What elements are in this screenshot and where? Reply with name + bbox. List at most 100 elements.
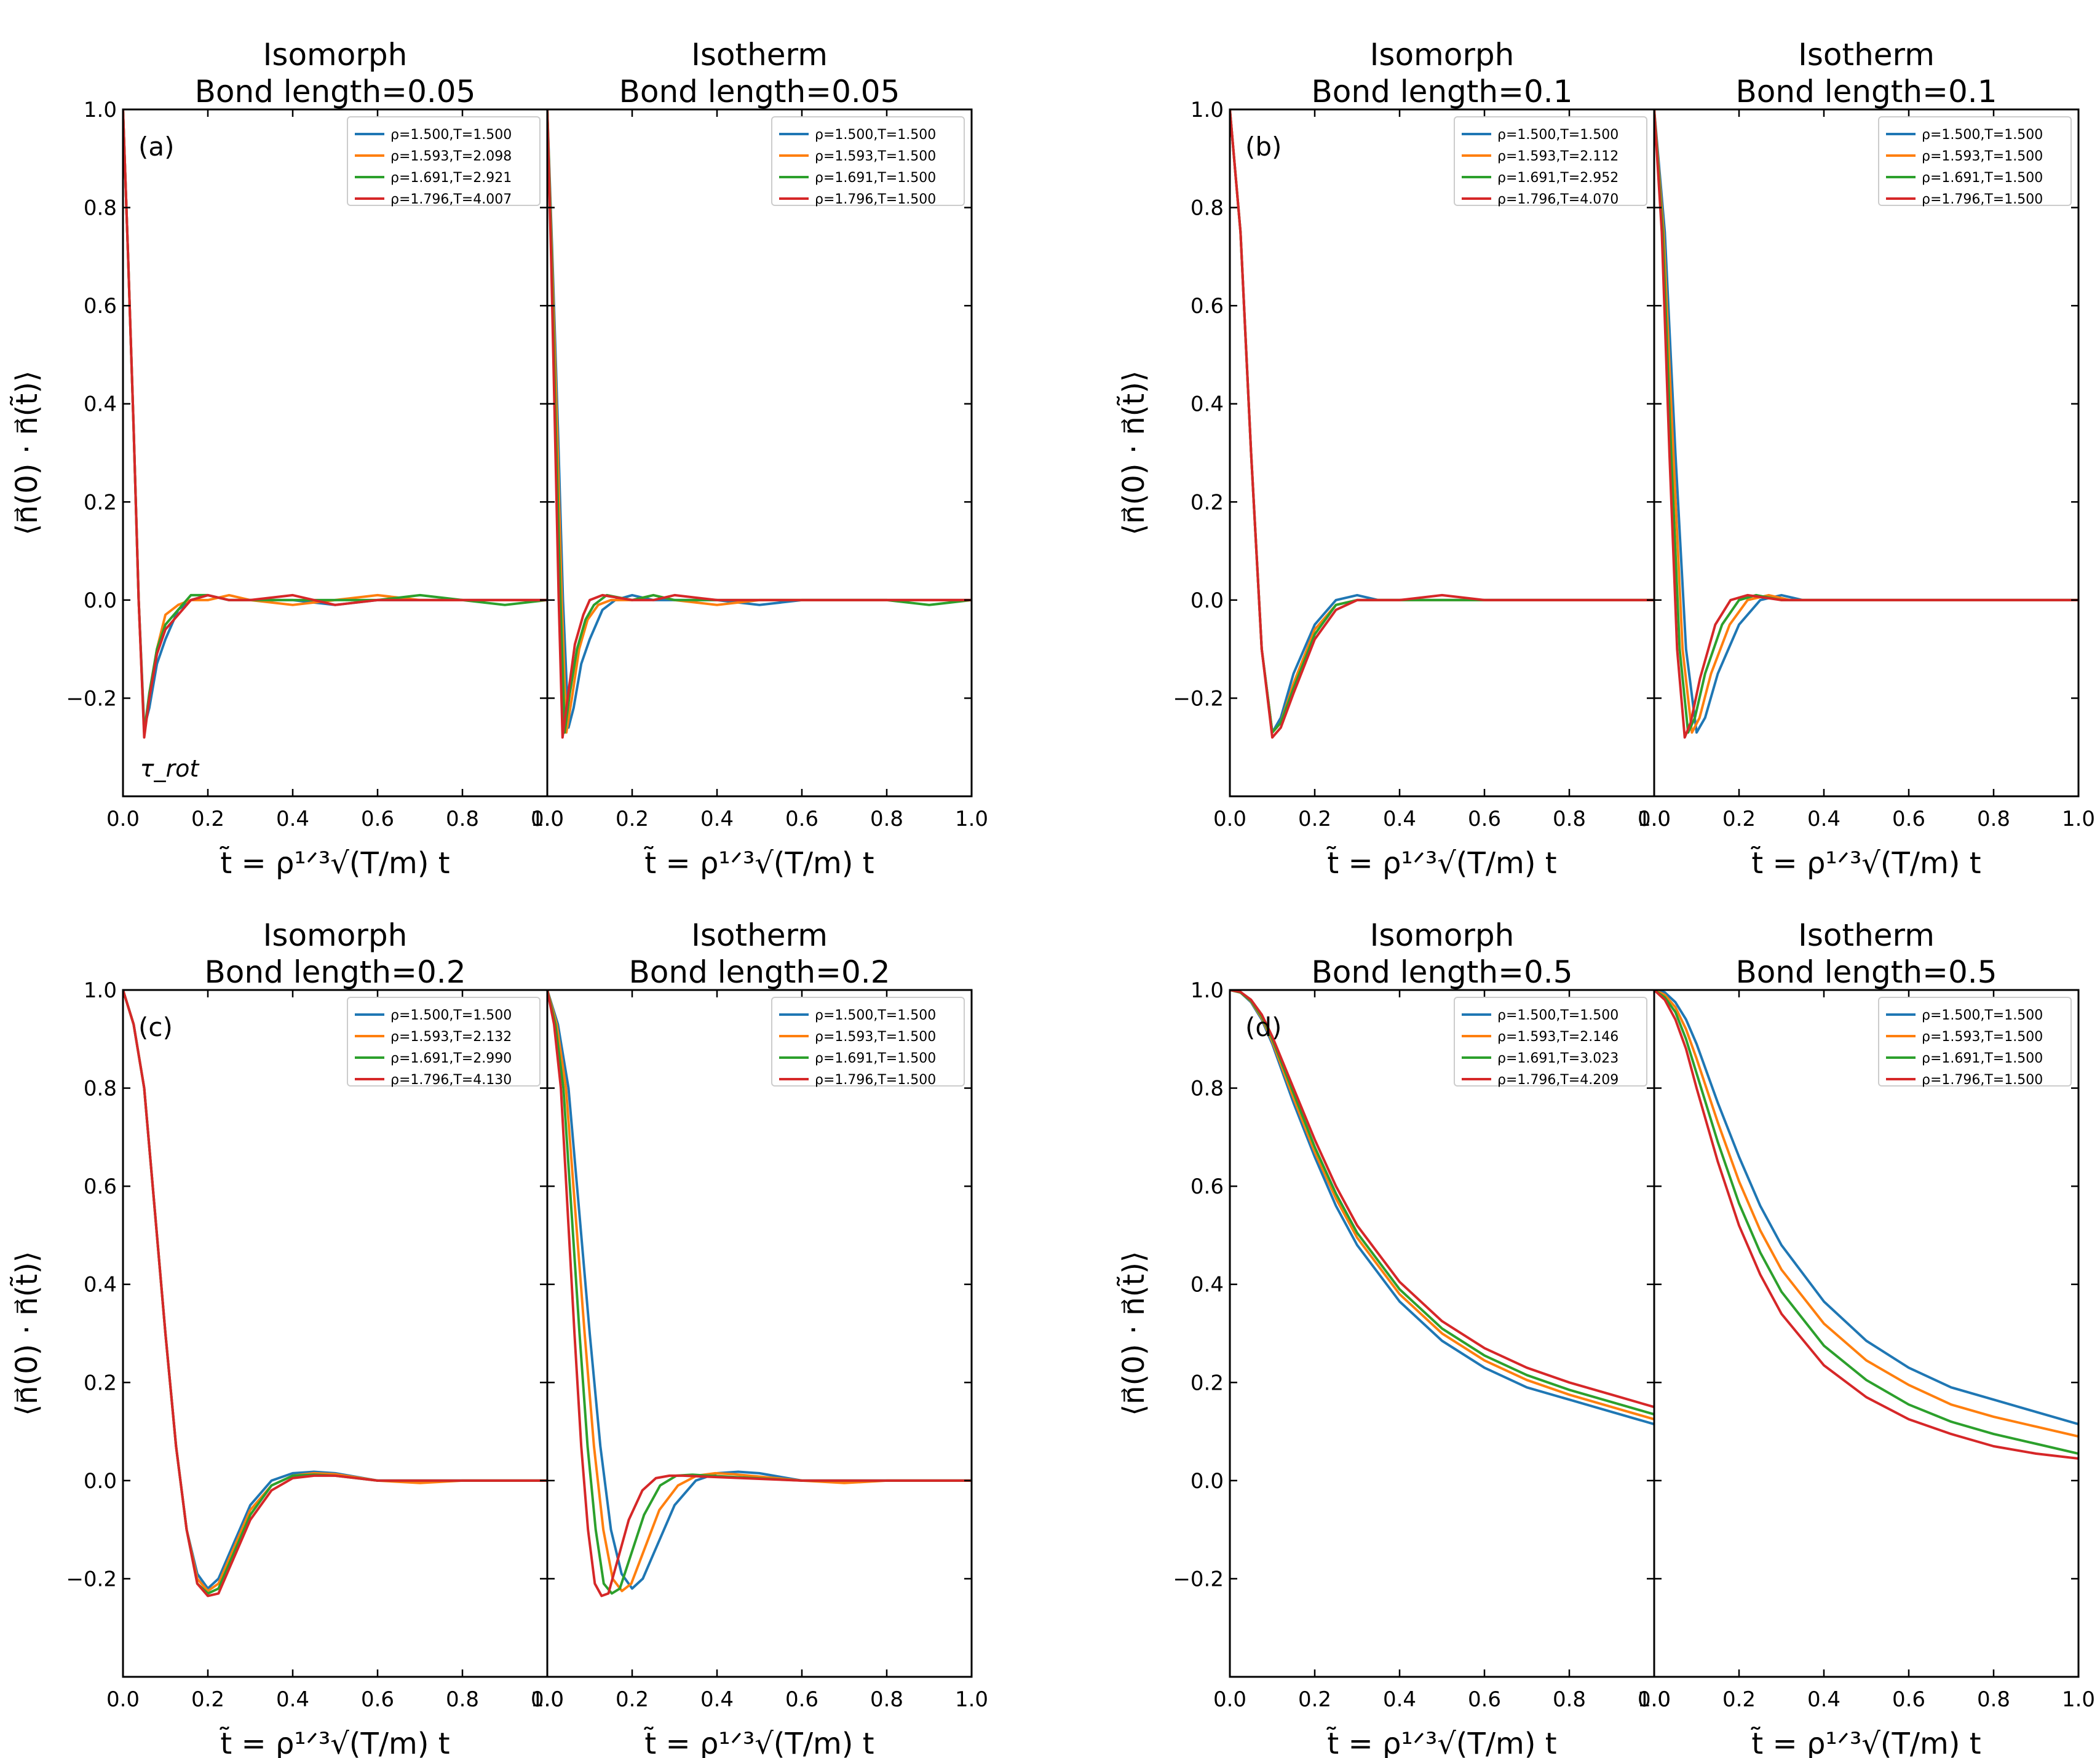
subplot-title: Isomorph xyxy=(1370,37,1515,73)
x-tick-label: 0.8 xyxy=(1977,807,2010,831)
x-tick-label: 0.0 xyxy=(1638,1687,1671,1712)
x-tick-label: 0.2 xyxy=(1722,1687,1756,1712)
subplot-title: Isotherm xyxy=(691,37,828,73)
x-axis-label: t̃ = ρ¹ᐟ³√(T/m) t xyxy=(1326,1726,1557,1758)
x-tick-label: 0.8 xyxy=(1553,1687,1586,1712)
legend-entry-3: ρ=1.691,T=1.500 xyxy=(1922,1051,2043,1066)
x-tick-label: 0.8 xyxy=(870,1687,903,1712)
x-tick-label: 0.8 xyxy=(1553,807,1586,831)
legend-entry-4: ρ=1.796,T=4.209 xyxy=(1497,1072,1619,1088)
x-tick-label: 0.8 xyxy=(870,807,903,831)
series-line-2 xyxy=(1654,990,2078,1438)
series-line-4 xyxy=(547,109,972,739)
y-axis-label: ⟨n⃗(0) · n⃗(t̃)⟩ xyxy=(1116,1251,1151,1416)
series-group xyxy=(547,990,972,1598)
x-tick-label: 0.6 xyxy=(1892,1687,1925,1712)
y-tick-label: 0.2 xyxy=(84,490,117,515)
series-line-4 xyxy=(123,109,547,739)
series-line-2 xyxy=(547,990,972,1593)
x-tick-label: 0.8 xyxy=(1977,1687,2010,1712)
x-tick-label: 0.4 xyxy=(1807,807,1840,831)
y-tick-label: 1.0 xyxy=(84,978,117,1003)
y-tick-label: 0.8 xyxy=(1191,1077,1224,1101)
y-tick-label: 0.6 xyxy=(84,1174,117,1199)
x-tick-label: 0.2 xyxy=(1298,807,1331,831)
panel-label: (c) xyxy=(138,1012,173,1042)
x-tick-label: 1.0 xyxy=(955,807,988,831)
legend-entry-4: ρ=1.796,T=4.007 xyxy=(390,192,512,207)
x-tick-label: 0.2 xyxy=(1722,807,1756,831)
series-group xyxy=(123,109,547,739)
y-tick-label: 0.8 xyxy=(84,196,117,221)
x-tick-label: 0.6 xyxy=(785,807,818,831)
legend-entry-2: ρ=1.593,T=1.500 xyxy=(1922,149,2043,164)
legend: ρ=1.500,T=1.500 ρ=1.593,T=1.500 ρ=1.691,T=… xyxy=(771,997,965,1088)
x-axis-label: t̃ = ρ¹ᐟ³√(T/m) t xyxy=(1326,845,1557,881)
x-tick-label: 0.0 xyxy=(1638,807,1671,831)
subplot-subtitle: Bond length=0.05 xyxy=(195,74,476,109)
x-tick-label: 0.6 xyxy=(1892,807,1925,831)
legend-entry-2: ρ=1.593,T=1.500 xyxy=(1922,1029,2043,1045)
y-tick-label: 0.0 xyxy=(84,588,117,613)
legend-entry-1: ρ=1.500,T=1.500 xyxy=(815,127,936,143)
y-tick-label: 0.6 xyxy=(1191,294,1224,319)
legend-entry-3: ρ=1.691,T=1.500 xyxy=(1922,170,2043,186)
legend: ρ=1.500,T=1.500 ρ=1.593,T=1.500 ρ=1.691,T=… xyxy=(1878,997,2072,1088)
x-tick-label: 1.0 xyxy=(2062,807,2095,831)
panel-label: (b) xyxy=(1245,132,1282,162)
legend-entry-1: ρ=1.500,T=1.500 xyxy=(1922,1008,2043,1023)
legend-box xyxy=(1878,997,2072,1087)
y-tick-label: 0.4 xyxy=(84,392,117,417)
y-tick-label: −0.2 xyxy=(1173,1567,1224,1591)
x-tick-label: 0.8 xyxy=(446,1687,479,1712)
series-line-4 xyxy=(547,990,972,1598)
series-line-4 xyxy=(1230,109,1654,739)
y-tick-label: 0.2 xyxy=(1191,490,1224,515)
x-axis-label: t̃ = ρ¹ᐟ³√(T/m) t xyxy=(1751,845,1981,881)
x-tick-label: 0.6 xyxy=(1468,807,1501,831)
legend: ρ=1.500,T=1.500 ρ=1.593,T=2.146 ρ=1.691,T=… xyxy=(1454,997,1647,1088)
legend-entry-2: ρ=1.593,T=1.500 xyxy=(815,1029,936,1045)
subplot-title: Isotherm xyxy=(691,917,828,953)
legend-entry-4: ρ=1.796,T=1.500 xyxy=(815,192,936,207)
y-tick-label: 0.4 xyxy=(1191,392,1224,417)
axes-frame xyxy=(1653,989,2080,1678)
legend-box xyxy=(347,997,541,1087)
legend-box xyxy=(771,116,965,206)
legend: ρ=1.500,T=1.500 ρ=1.593,T=1.500 ρ=1.691,T=… xyxy=(771,116,965,207)
series-line-4 xyxy=(123,990,547,1598)
x-tick-label: 1.0 xyxy=(1638,807,1671,831)
subplot-title: Isomorph xyxy=(263,37,408,73)
x-tick-label: 0.6 xyxy=(361,807,394,831)
y-tick-label: 0.2 xyxy=(1191,1371,1224,1395)
subplot-title: Isomorph xyxy=(1370,917,1515,953)
series-group xyxy=(1230,990,1654,1426)
y-tick-label: 0.0 xyxy=(1191,1469,1224,1494)
x-tick-label: 0.2 xyxy=(191,807,224,831)
legend-entry-2: ρ=1.593,T=1.500 xyxy=(815,149,936,164)
x-tick-label: 0.4 xyxy=(276,1687,309,1712)
legend-entry-1: ρ=1.500,T=1.500 xyxy=(1497,127,1619,143)
x-tick-label: 0.2 xyxy=(1298,1687,1331,1712)
legend-entry-4: ρ=1.796,T=1.500 xyxy=(1922,1072,2043,1088)
x-axis-label: t̃ = ρ¹ᐟ³√(T/m) t xyxy=(644,845,874,881)
legend-entry-4: ρ=1.796,T=1.500 xyxy=(1922,192,2043,207)
legend: ρ=1.500,T=1.500 ρ=1.593,T=2.132 ρ=1.691,T=… xyxy=(347,997,541,1088)
x-axis-label: t̃ = ρ¹ᐟ³√(T/m) t xyxy=(1751,1726,1981,1758)
y-tick-label: −0.2 xyxy=(66,1567,117,1591)
legend-entry-1: ρ=1.500,T=1.500 xyxy=(390,127,512,143)
x-tick-label: 1.0 xyxy=(1638,1687,1671,1712)
axes-frame xyxy=(546,108,973,798)
legend: ρ=1.500,T=1.500 ρ=1.593,T=2.098 ρ=1.691,T=… xyxy=(347,116,541,207)
